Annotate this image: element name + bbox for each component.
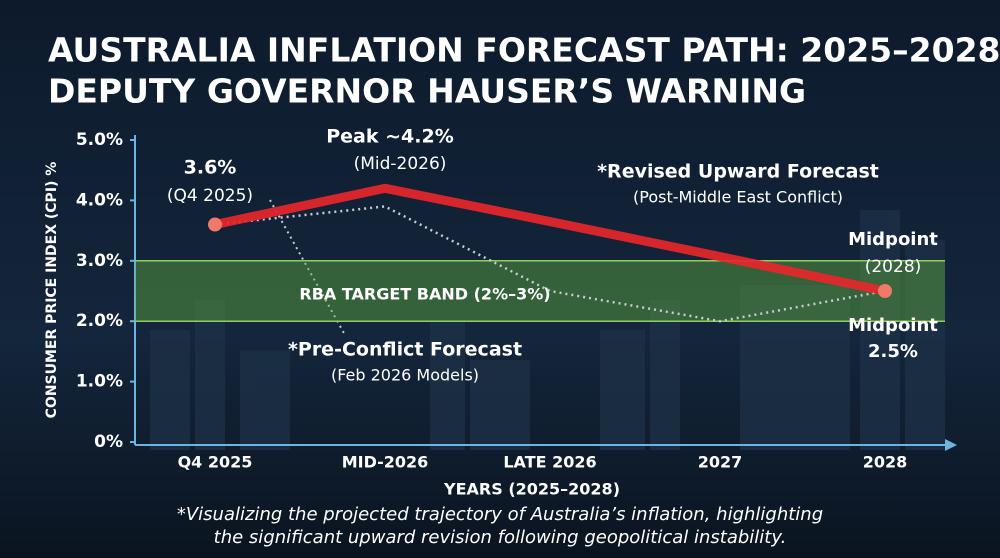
x-tick-label: 2027 xyxy=(698,453,743,472)
x-tick-label: 2028 xyxy=(863,453,908,472)
pointer xyxy=(269,199,346,336)
value-label: 3.6% xyxy=(184,157,237,179)
x-tick-label: LATE 2026 xyxy=(503,453,596,472)
annotation: (Q4 2025) xyxy=(167,186,253,206)
city-silhouette xyxy=(150,210,945,450)
annotation: Midpoint xyxy=(848,315,938,336)
y-tick-label: 1.0% xyxy=(76,372,123,392)
annotation: Midpoint xyxy=(848,229,938,250)
chart-title: DEPUTY GOVERNOR HAUSER’S WARNING xyxy=(48,72,806,111)
x-tick-label: MID-2026 xyxy=(342,453,429,472)
y-tick-label: 2.0% xyxy=(76,311,123,331)
chart-title: AUSTRALIA INFLATION FORECAST PATH: 2025–… xyxy=(48,31,1000,70)
point xyxy=(208,217,222,232)
value-label: 2.5% xyxy=(868,341,918,362)
annotation: (2028) xyxy=(865,257,922,277)
y-axis-label: CONSUMER PRICE INDEX (CPI) % xyxy=(44,162,60,419)
point xyxy=(878,284,892,298)
value-label: Peak ~4.2% xyxy=(326,126,454,148)
annotation: (Feb 2026 Models) xyxy=(331,366,479,385)
footnote: the significant upward revision followin… xyxy=(214,527,787,548)
annotation: (Post-Middle East Conflict) xyxy=(633,188,843,207)
series-label: *Pre-Conflict Forecast xyxy=(288,339,522,361)
axis-arrow xyxy=(945,439,957,451)
y-tick-label: 5.0% xyxy=(76,130,123,150)
annotation: (Mid-2026) xyxy=(354,154,447,174)
y-tick-label: 3.0% xyxy=(76,251,123,271)
series-label: *Revised Upward Forecast xyxy=(597,161,879,183)
footnote: *Visualizing the projected trajectory of… xyxy=(177,504,823,525)
line xyxy=(214,183,886,296)
y-tick-label: 0% xyxy=(94,432,123,452)
x-tick-label: Q4 2025 xyxy=(178,453,253,472)
y-tick-label: 4.0% xyxy=(76,190,123,210)
x-axis-label: YEARS (2025–2028) xyxy=(443,480,620,499)
band-label: RBA TARGET BAND (2%–3%) xyxy=(299,285,550,304)
